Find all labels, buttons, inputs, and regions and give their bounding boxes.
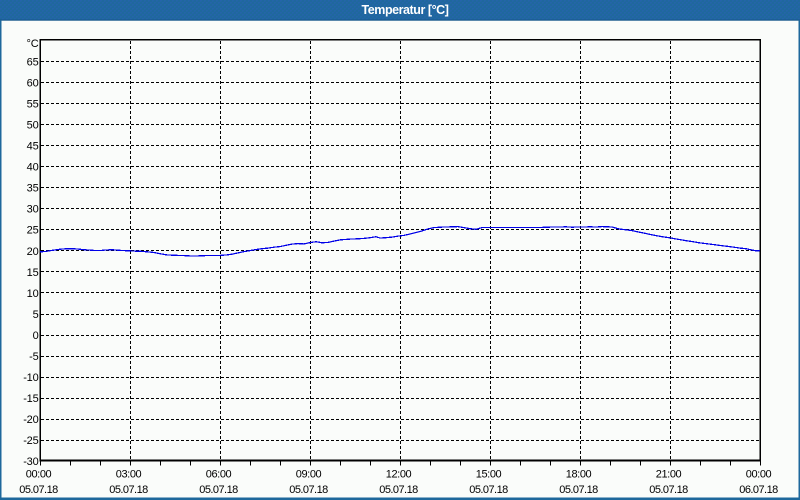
svg-text:40: 40 — [27, 162, 39, 174]
svg-text:05.07.18: 05.07.18 — [379, 484, 418, 496]
svg-text:06.07.18: 06.07.18 — [739, 484, 778, 496]
svg-text:15:00: 15:00 — [476, 469, 502, 481]
svg-text:-5: -5 — [29, 351, 38, 363]
svg-text:-25: -25 — [23, 435, 38, 447]
svg-text:20: 20 — [27, 246, 39, 258]
svg-text:65: 65 — [27, 56, 39, 68]
svg-text:Temperatur [°C]: Temperatur [°C] — [362, 3, 449, 17]
svg-text:09:00: 09:00 — [296, 469, 322, 481]
svg-text:06:00: 06:00 — [206, 469, 232, 481]
svg-text:00:00: 00:00 — [26, 469, 52, 481]
svg-text:05.07.18: 05.07.18 — [199, 484, 238, 496]
svg-text:-10: -10 — [23, 372, 38, 384]
svg-text:18:00: 18:00 — [566, 469, 592, 481]
svg-text:05.07.18: 05.07.18 — [469, 484, 508, 496]
svg-text:50: 50 — [27, 120, 39, 132]
svg-text:60: 60 — [27, 77, 39, 89]
svg-text:0: 0 — [33, 330, 39, 342]
svg-text:°C: °C — [27, 38, 39, 50]
svg-text:00:00: 00:00 — [746, 469, 772, 481]
svg-text:-15: -15 — [23, 393, 38, 405]
svg-text:5: 5 — [33, 309, 39, 321]
svg-text:25: 25 — [27, 225, 39, 237]
svg-text:05.07.18: 05.07.18 — [649, 484, 688, 496]
svg-text:05.07.18: 05.07.18 — [19, 484, 58, 496]
svg-text:10: 10 — [27, 288, 39, 300]
svg-text:15: 15 — [27, 267, 39, 279]
svg-text:30: 30 — [27, 204, 39, 216]
svg-text:05.07.18: 05.07.18 — [289, 484, 328, 496]
svg-text:12:00: 12:00 — [386, 469, 412, 481]
svg-text:45: 45 — [27, 141, 39, 153]
svg-text:-30: -30 — [23, 456, 38, 468]
svg-text:35: 35 — [27, 183, 39, 195]
svg-text:03:00: 03:00 — [116, 469, 142, 481]
svg-text:-20: -20 — [23, 414, 38, 426]
svg-text:05.07.18: 05.07.18 — [559, 484, 598, 496]
svg-text:55: 55 — [27, 98, 39, 110]
svg-text:21:00: 21:00 — [656, 469, 682, 481]
svg-text:05.07.18: 05.07.18 — [109, 484, 148, 496]
